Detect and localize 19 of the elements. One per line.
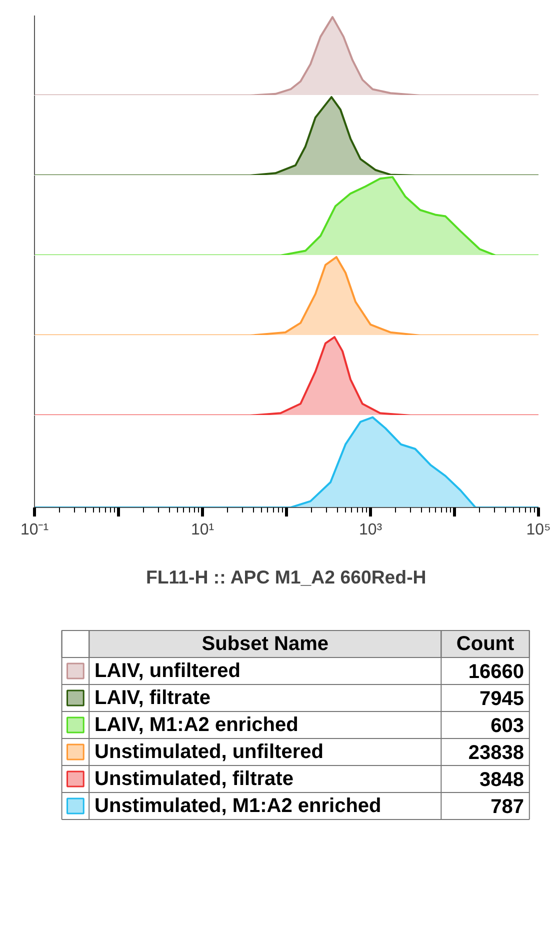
category-label: Unstimulated, filtrate: [94, 768, 294, 790]
category-label: Unstimulated, unfiltered: [94, 741, 324, 763]
category-label: LAIV, M1:A2 enriched: [94, 714, 298, 736]
x-tick-label: 10⁵: [526, 522, 551, 538]
data-label: 3848: [479, 769, 524, 791]
data-label: 787: [490, 796, 524, 818]
category-label: LAIV, filtrate: [94, 687, 211, 709]
x-tick-label: 10¹: [190, 522, 214, 538]
x-tick-label: 10³: [358, 522, 383, 538]
text: Subset Name: [202, 633, 328, 655]
x-axis-title: FL11-H :: APC M1_A2 660Red-H: [146, 566, 426, 588]
data-label: 7945: [479, 688, 524, 710]
data-label: 603: [490, 715, 524, 737]
x-tick-label: 10⁻¹: [20, 522, 49, 538]
text: Count: [456, 633, 514, 655]
data-label: 23838: [468, 742, 524, 764]
category-label: Unstimulated, M1:A2 enriched: [94, 795, 382, 817]
category-label: LAIV, unfiltered: [94, 660, 240, 682]
data-label: 16660: [468, 661, 524, 683]
